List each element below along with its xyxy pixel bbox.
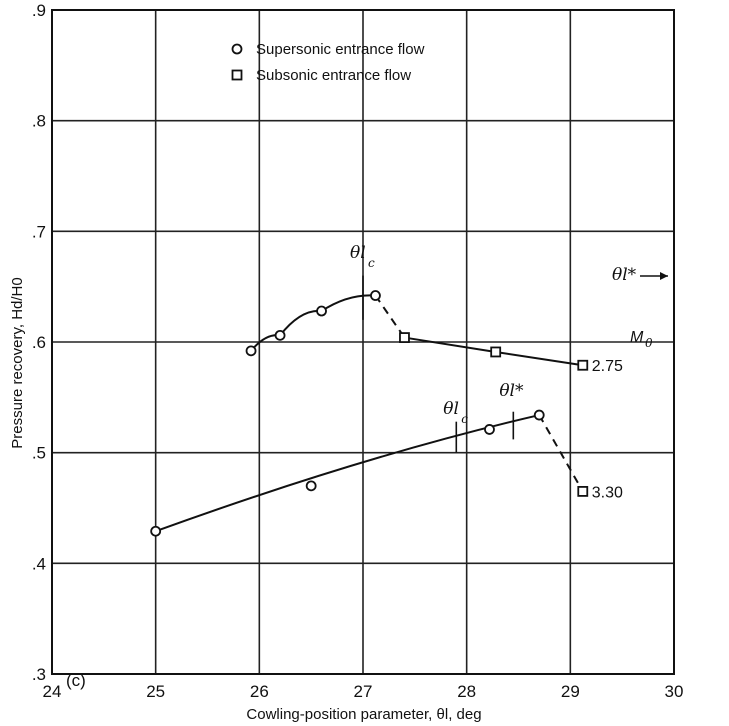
legend-label-supersonic: Supersonic entrance flow — [256, 41, 425, 58]
arrow-label: θl* — [612, 265, 637, 285]
x-tick-label: 26 — [250, 682, 269, 701]
series-label-3.30: 3.30 — [592, 484, 623, 501]
grid — [52, 10, 674, 674]
point-2.75-subsonic — [490, 346, 502, 358]
mach-header-text: M — [630, 329, 644, 346]
point-2.75-supersonic — [245, 345, 257, 357]
curve-3.30-supersonic — [155, 414, 540, 533]
y-tick-label: .5 — [32, 444, 46, 463]
mach-header: M 0 — [630, 329, 653, 350]
x-tick-label: 30 — [665, 682, 684, 701]
legend-circle-marker — [231, 43, 243, 55]
legend-label-subsonic: Subsonic entrance flow — [256, 67, 411, 84]
point-2.75-subsonic — [399, 332, 410, 343]
legend-square-marker — [231, 69, 243, 81]
point-2.75-subsonic — [577, 359, 589, 371]
x-tick-label: 29 — [561, 682, 580, 701]
y-tick-label: .6 — [32, 333, 46, 352]
point-3.30-supersonic — [150, 525, 162, 537]
data-points: 2.75 3.30 — [150, 290, 623, 537]
y-tick-label: .3 — [32, 665, 46, 684]
point-2.75-supersonic — [370, 290, 381, 301]
panel-label: (c) — [66, 671, 86, 690]
critical-label-2.75: θl — [350, 243, 366, 263]
arrow-head — [660, 272, 668, 280]
x-tick-label: 27 — [354, 682, 373, 701]
point-3.30-supersonic — [305, 480, 317, 492]
fitted-curves — [155, 294, 584, 533]
legend: Supersonic entrance flow Subsonic entran… — [231, 41, 425, 84]
curve-3.30-transition — [538, 414, 584, 492]
point-2.75-supersonic — [274, 329, 286, 341]
tick-labels: 24 25 26 27 28 29 30 .3 .4 .5 .6 .7 .8 .9 — [32, 1, 684, 701]
y-tick-label: .8 — [32, 112, 46, 131]
plot-frame — [51, 9, 675, 675]
y-tick-label: .4 — [32, 554, 46, 573]
star-label-3.30: θl* — [499, 381, 524, 401]
y-tick-label: .7 — [32, 222, 46, 241]
critical-sub-2.75: c — [368, 256, 375, 270]
x-tick-label: 28 — [457, 682, 476, 701]
critical-sub-3.30: c — [461, 412, 468, 426]
curve-2.75-transition — [374, 294, 406, 339]
point-3.30-supersonic — [484, 424, 495, 435]
x-tick-label: 24 — [43, 682, 62, 701]
y-tick-label: .9 — [32, 1, 46, 20]
point-2.75-supersonic — [316, 305, 327, 317]
critical-label-3.30: θl — [443, 399, 459, 419]
curve-2.75-supersonic — [250, 294, 376, 352]
annotations: θl cθl cθl*θl* — [350, 243, 668, 453]
point-3.30-supersonic — [533, 409, 545, 421]
x-tick-label: 25 — [146, 682, 165, 701]
x-axis-title: Cowling-position parameter, θl, deg — [246, 706, 481, 723]
series-label-2.75: 2.75 — [592, 358, 623, 375]
mach-header-sub: 0 — [645, 336, 653, 350]
point-3.30-subsonic — [577, 485, 589, 497]
y-axis-title: Pressure recovery, Hd/H0 — [9, 277, 26, 448]
